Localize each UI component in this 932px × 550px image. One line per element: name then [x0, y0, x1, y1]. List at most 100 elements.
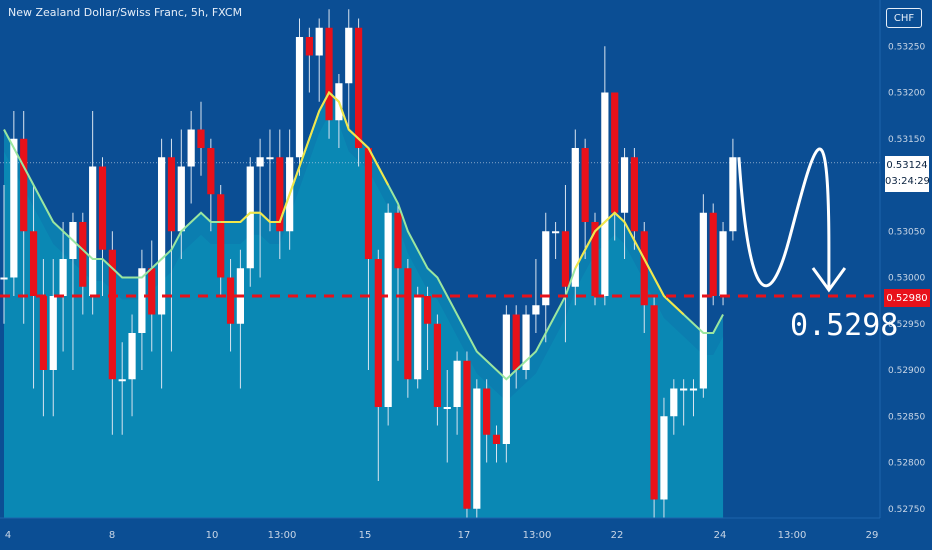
candle-body — [246, 166, 254, 269]
price-tick-label: 0.52900 — [888, 366, 925, 376]
candle-body — [473, 388, 481, 509]
candle — [167, 138, 176, 352]
candle-body — [197, 129, 205, 148]
moving-average-layer — [3, 90, 724, 381]
candle — [709, 203, 717, 306]
candle-body — [49, 296, 57, 370]
candle-body — [256, 157, 264, 167]
candle — [552, 222, 560, 259]
candle-body — [453, 360, 461, 407]
candle-body — [138, 268, 146, 333]
candle-body — [276, 157, 284, 232]
candle — [394, 203, 402, 361]
candle-body — [29, 231, 38, 296]
candle — [207, 138, 215, 232]
price-tick-label: 0.52750 — [888, 505, 925, 515]
candle-body — [463, 360, 471, 509]
candle-body — [79, 222, 87, 287]
candle — [89, 111, 97, 315]
moving-average-highlight — [220, 90, 390, 223]
time-tick-label: 15 — [359, 530, 372, 541]
candle-body — [601, 92, 609, 296]
candle-body — [315, 27, 323, 56]
area-layer — [4, 92, 724, 518]
candle-body — [414, 296, 422, 380]
time-tick-label: 17 — [458, 530, 471, 541]
candle-body — [39, 296, 47, 370]
candle — [689, 379, 698, 417]
candle — [138, 249, 146, 370]
candle — [187, 111, 195, 204]
candle — [414, 286, 422, 389]
candle-body — [128, 333, 136, 380]
candle-body — [118, 379, 126, 382]
projection-arrow-head — [811, 267, 847, 293]
time-tick-label: 4 — [5, 530, 11, 541]
candle-body — [374, 259, 382, 407]
price-tick-label: 0.52800 — [888, 459, 925, 469]
candle-body — [167, 157, 176, 232]
candle — [325, 9, 333, 139]
time-tick-label: 13:00 — [523, 530, 552, 541]
projection-arrow-path — [737, 147, 831, 290]
candle — [374, 249, 382, 481]
candle-body — [394, 212, 402, 269]
candle — [404, 259, 412, 398]
candle — [217, 185, 225, 296]
candle-body — [522, 314, 530, 370]
candle — [423, 286, 432, 370]
candle — [640, 222, 648, 333]
candle — [512, 305, 520, 389]
candle-body — [158, 157, 166, 315]
time-tick-label: 13:00 — [778, 530, 807, 541]
candle — [197, 101, 205, 176]
candle — [611, 92, 619, 241]
candle-body — [443, 407, 451, 409]
candle — [364, 148, 373, 370]
candle-body — [266, 157, 274, 160]
current-price-tag: 0.53124 03:24:29 — [884, 155, 930, 193]
currency-button[interactable]: CHF — [886, 8, 922, 28]
candle — [305, 27, 313, 93]
time-tick-label: 22 — [611, 530, 624, 541]
candle-body — [492, 434, 501, 444]
moving-average-highlight — [574, 211, 685, 316]
candle — [20, 111, 28, 324]
candle-body — [355, 27, 363, 148]
candle-body — [591, 222, 599, 296]
candle — [29, 185, 38, 389]
candle — [59, 222, 67, 352]
candle-body — [384, 212, 392, 407]
candle-body — [217, 194, 225, 278]
candle-body — [512, 314, 520, 370]
candle — [128, 314, 136, 417]
candle — [355, 18, 363, 167]
candle-body — [423, 296, 432, 324]
candle — [463, 351, 471, 518]
candle — [443, 370, 451, 463]
candle — [561, 185, 570, 343]
candle-body — [561, 231, 570, 287]
candle-body — [699, 212, 707, 389]
candle — [433, 314, 441, 426]
candle — [660, 397, 668, 518]
time-tick-label: 10 — [206, 530, 219, 541]
price-tick-label: 0.52950 — [888, 320, 925, 330]
candle-body — [729, 157, 737, 232]
candle — [473, 379, 481, 518]
candle-body — [325, 27, 333, 121]
time-tick-label: 8 — [109, 530, 115, 541]
candle — [571, 129, 579, 306]
candle — [98, 157, 107, 296]
current-price-value: 0.53124 — [886, 160, 928, 171]
candle — [158, 138, 166, 389]
candle — [295, 18, 304, 176]
candle — [620, 148, 629, 259]
candle-body — [611, 92, 619, 213]
candle — [630, 148, 638, 250]
candle-body — [20, 138, 28, 232]
candle-body — [59, 259, 67, 296]
price-tick-label: 0.53050 — [888, 227, 925, 237]
candle-body — [689, 388, 698, 391]
